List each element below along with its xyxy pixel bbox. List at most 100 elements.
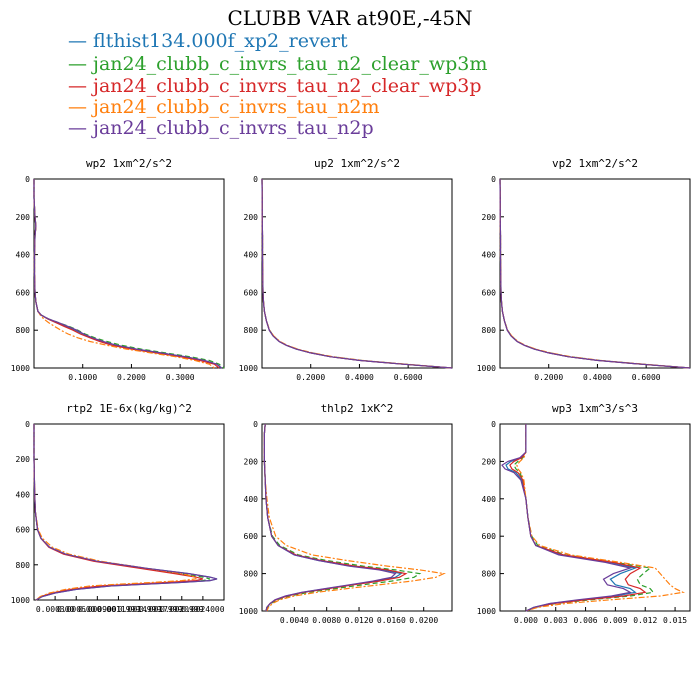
y-tick-label: 200 [244,213,259,222]
legend-entry: — flthist134.000f_xp2_revert [68,30,348,52]
y-tick-label: 0 [25,175,30,184]
y-tick-label: 200 [482,457,497,466]
y-tick-label: 600 [16,288,31,297]
chart-panel-6: wp3 1xm^3/s^3 0 200 400 600 800 1000 0.000 0.003… [477,402,691,625]
x-tick-label: 0.1000 [68,373,97,382]
plot-frame [499,423,691,612]
y-tick-label: 400 [244,251,259,260]
y-tick-label: 400 [482,495,497,504]
legend-entry: — jan24_clubb_c_invrs_tau_n2_clear_wp3m [68,53,487,75]
chart-title: thlp2 1xK^2 [321,402,394,415]
y-tick-label: 600 [16,526,31,535]
y-tick-label: 1000 [239,364,258,373]
legend-label: jan24_clubb_c_invrs_tau_n2m [93,96,380,118]
x-tick-label: 0.015 [663,616,687,625]
series-line-2 [499,178,691,369]
series-line-2 [513,424,655,612]
series-line-2 [33,179,225,369]
y-tick-label: 600 [244,288,259,297]
series-line-1 [499,178,691,369]
chart-panel-3: vp2 1xm^2/s^2 0 200 400 600 800 1000 0.2000 0.40… [477,157,691,382]
x-tick-label: 0.009 [603,616,627,625]
series-line-3 [33,424,204,601]
legend-label: jan24_clubb_c_invrs_tau_n2_clear_wp3m [93,53,488,75]
series-line-5 [33,179,222,369]
x-tick-label: 0.0011999 [97,605,141,614]
chart-title: rtp2 1E-6x(kg/kg)^2 [66,402,192,415]
series-line-1 [33,179,222,369]
series-line-2 [261,178,453,369]
y-tick-label: 1000 [477,607,496,616]
x-tick-label: 0.0200 [409,616,438,625]
legend-label: jan24_clubb_c_invrs_tau_n2p [93,117,374,139]
y-tick-label: 600 [482,532,497,541]
y-tick-label: 400 [16,251,31,260]
series-line-2 [263,423,422,612]
chart-title: wp2 1xm^2/s^2 [86,157,172,170]
x-tick-label: 0.0024000 [181,605,225,614]
plot-frame [33,178,225,369]
x-tick-label: 0.4000 [345,373,374,382]
x-tick-label: 0.2000 [117,373,146,382]
x-tick-label: 0.6000 [632,373,661,382]
x-tick-label: 0.0040 [280,616,309,625]
y-tick-label: 0 [253,420,258,429]
y-tick-label: 400 [16,490,31,499]
x-tick-label: 0.0080 [312,616,341,625]
series-line-5 [261,178,453,369]
legend-line-marker: — [68,30,94,52]
series-line-5 [263,423,397,612]
legend-entry: — jan24_clubb_c_invrs_tau_n2m [68,96,380,118]
legend-label: flthist134.000f_xp2_revert [93,30,348,52]
chart-panel-5: thlp2 1xK^2 0 200 400 600 800 1000 0.0040 0.0080… [239,402,453,625]
y-tick-label: 0 [25,420,30,429]
chart-title: vp2 1xm^2/s^2 [552,157,638,170]
plot-frame [499,178,691,369]
y-tick-label: 600 [482,288,497,297]
x-tick-label: 0.003 [544,616,568,625]
legend-line-marker: — [68,117,94,139]
plot-frame [261,423,453,612]
y-tick-label: 800 [16,561,31,570]
series-line-4 [499,178,691,369]
legend-line-marker: — [68,53,94,75]
series-line-5 [499,178,691,369]
x-tick-label: 0.012 [633,616,657,625]
x-tick-label: 0.6000 [394,373,423,382]
plot-frame [33,423,225,601]
x-tick-label: 0.000300 [36,605,75,614]
y-tick-label: 0 [491,420,496,429]
x-tick-label: 0.0160 [377,616,406,625]
y-tick-label: 0 [253,175,258,184]
series-line-2 [33,424,211,601]
x-tick-label: 0.3000 [166,373,195,382]
series-line-3 [263,423,408,612]
y-tick-label: 800 [16,326,31,335]
legend-line-marker: — [68,75,94,97]
legend-label: jan24_clubb_c_invrs_tau_n2_clear_wp3p [93,75,482,97]
legend-line-marker: — [68,96,94,118]
series-line-3 [261,178,453,369]
x-tick-label: 0.000900 [78,605,117,614]
x-tick-label: 0.4000 [583,373,612,382]
series-line-3 [499,178,691,369]
y-tick-label: 1000 [239,607,258,616]
y-tick-label: 0 [491,175,496,184]
y-tick-label: 200 [482,213,497,222]
y-tick-label: 200 [16,213,31,222]
y-tick-label: 800 [482,326,497,335]
y-tick-label: 1000 [477,364,496,373]
y-tick-label: 1000 [11,364,30,373]
series-line-1 [261,178,453,369]
x-tick-label: 0.0020999 [160,605,204,614]
legend-entry: — jan24_clubb_c_invrs_tau_n2_clear_wp3p [68,75,482,97]
series-line-4 [33,179,215,369]
series-line-4 [516,424,686,612]
series-line-5 [33,424,218,601]
x-tick-label: 0.000600 [57,605,96,614]
x-tick-label: 0.0014999 [118,605,162,614]
chart-panel-1: wp2 1xm^2/s^2 0 200 400 600 800 1000 0.1000 0.20… [11,157,225,382]
chart-panel-4: rtp2 1E-6x(kg/kg)^2 0 200 400 600 800 1000 0.00… [11,402,225,614]
x-tick-label: 0.000 [514,616,538,625]
